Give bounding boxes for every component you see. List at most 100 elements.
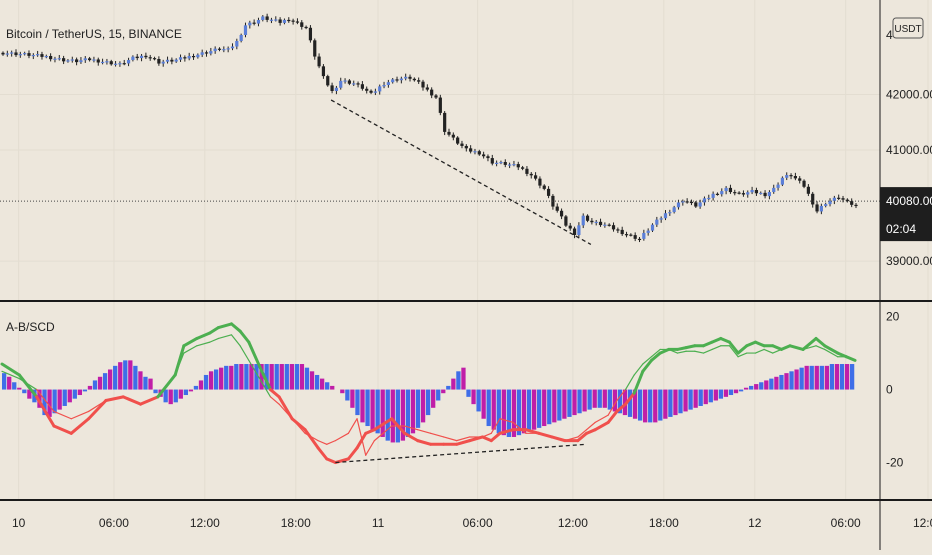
- candle-body: [642, 232, 646, 239]
- histogram-bar: [572, 389, 577, 416]
- symbol-title[interactable]: Bitcoin / TetherUS, 15, BINANCE: [6, 27, 182, 41]
- candle-body: [113, 63, 118, 65]
- oscillator-line-segment: [658, 347, 671, 355]
- oscillator-line-segment: [615, 402, 628, 413]
- candle-body: [248, 22, 252, 26]
- signal-line-segment: [1, 370, 20, 380]
- signal-line-segment: [676, 350, 687, 354]
- candle-body: [83, 58, 87, 61]
- oscillator-line-segment: [823, 344, 840, 355]
- signal-line-segment: [737, 352, 748, 358]
- time-tick-label: 06:00: [463, 516, 493, 530]
- candle-body: [256, 20, 261, 24]
- candle-body: [741, 193, 746, 195]
- candle-body: [105, 61, 109, 63]
- oscillator-line-segment: [403, 431, 420, 443]
- oscillator-line-segment: [844, 355, 857, 362]
- oscillator-line-segment: [364, 428, 376, 435]
- histogram-bar: [37, 389, 42, 408]
- oscillator-line-segment: [771, 344, 783, 351]
- histogram-bar: [163, 389, 168, 403]
- histogram-bar: [360, 389, 365, 423]
- histogram-bar: [506, 389, 512, 437]
- candle-body: [525, 168, 529, 174]
- time-tick-label: 11: [372, 516, 385, 530]
- histogram-bar: [587, 389, 592, 410]
- signal-line-segment: [326, 440, 337, 445]
- candle-body: [798, 178, 802, 181]
- candle-body: [720, 191, 724, 195]
- histogram-bar: [799, 367, 804, 390]
- histogram-bar: [612, 389, 618, 412]
- candle-body: [295, 21, 300, 23]
- histogram-bar: [113, 365, 118, 390]
- candle-body: [685, 201, 689, 203]
- oscillator-scale[interactable]: [880, 302, 932, 499]
- candle-body: [343, 80, 347, 82]
- currency-button[interactable]: USDT: [892, 17, 924, 39]
- signal-line-segment: [209, 337, 220, 343]
- candle-body: [382, 85, 386, 87]
- oscillator-line-segment: [701, 340, 714, 348]
- time-tick-label: 12: [748, 516, 762, 530]
- candle-body: [815, 204, 819, 212]
- histogram-bar: [521, 389, 527, 434]
- histogram-bar: [844, 364, 850, 390]
- candle-body: [438, 97, 442, 113]
- signal-line-segment: [239, 345, 250, 361]
- candle-body: [230, 46, 235, 49]
- histogram-bar: [804, 365, 809, 390]
- histogram-bar: [592, 389, 597, 408]
- oscillator-tick-label: 0: [886, 383, 893, 397]
- candle-body: [789, 175, 793, 177]
- signal-line-segment: [585, 421, 596, 431]
- oscillator-line-segment: [35, 395, 56, 428]
- histogram-bar: [57, 389, 62, 410]
- candle-body: [456, 137, 460, 144]
- candle-body: [10, 52, 14, 54]
- candle-body: [629, 234, 633, 236]
- candle-body: [590, 220, 594, 223]
- histogram-bar: [128, 360, 133, 390]
- histogram-bar: [314, 374, 320, 390]
- oscillator-line-segment: [550, 435, 567, 443]
- candle-body: [546, 188, 551, 196]
- time-tick-label: 06:00: [99, 516, 129, 530]
- histogram-bar: [784, 373, 789, 390]
- oscillator-line-segment: [372, 417, 394, 432]
- oscillator-tick-label: 20: [886, 310, 900, 324]
- candle-body: [754, 190, 759, 194]
- price-scale[interactable]: [880, 0, 932, 300]
- histogram-bar: [824, 365, 830, 390]
- indicator-title[interactable]: A-B/SCD: [6, 320, 55, 334]
- signal-line-segment: [633, 363, 644, 376]
- price-tick-label: 41000.00: [886, 143, 932, 157]
- time-scale[interactable]: [0, 500, 880, 550]
- signal-line-segment: [230, 334, 241, 347]
- candle-body: [733, 192, 737, 194]
- histogram-bar: [254, 364, 259, 390]
- last-price-tag: 40080.00 02:04: [880, 187, 932, 242]
- candle-body: [451, 134, 455, 138]
- candle-body: [79, 60, 83, 63]
- candle-body: [291, 20, 295, 22]
- candle-body: [603, 224, 607, 226]
- histogram-bar: [431, 389, 436, 408]
- candle-body: [767, 192, 772, 197]
- candle-body: [655, 219, 659, 225]
- candle-body: [728, 187, 733, 193]
- signal-line-segment: [334, 432, 349, 442]
- candle-body: [616, 229, 620, 231]
- oscillator-line-segment: [606, 409, 619, 424]
- oscillator-line-segment: [710, 336, 723, 344]
- histogram-bar: [511, 389, 517, 437]
- signal-line-segment: [577, 429, 588, 438]
- histogram-bar: [345, 389, 350, 401]
- histogram-bar: [330, 385, 335, 390]
- candle-body: [828, 200, 832, 205]
- histogram-bar: [774, 376, 779, 390]
- histogram-bar: [77, 389, 83, 396]
- histogram-bar: [168, 389, 173, 405]
- candle-body: [611, 225, 616, 230]
- oscillator-line-segment: [316, 446, 329, 461]
